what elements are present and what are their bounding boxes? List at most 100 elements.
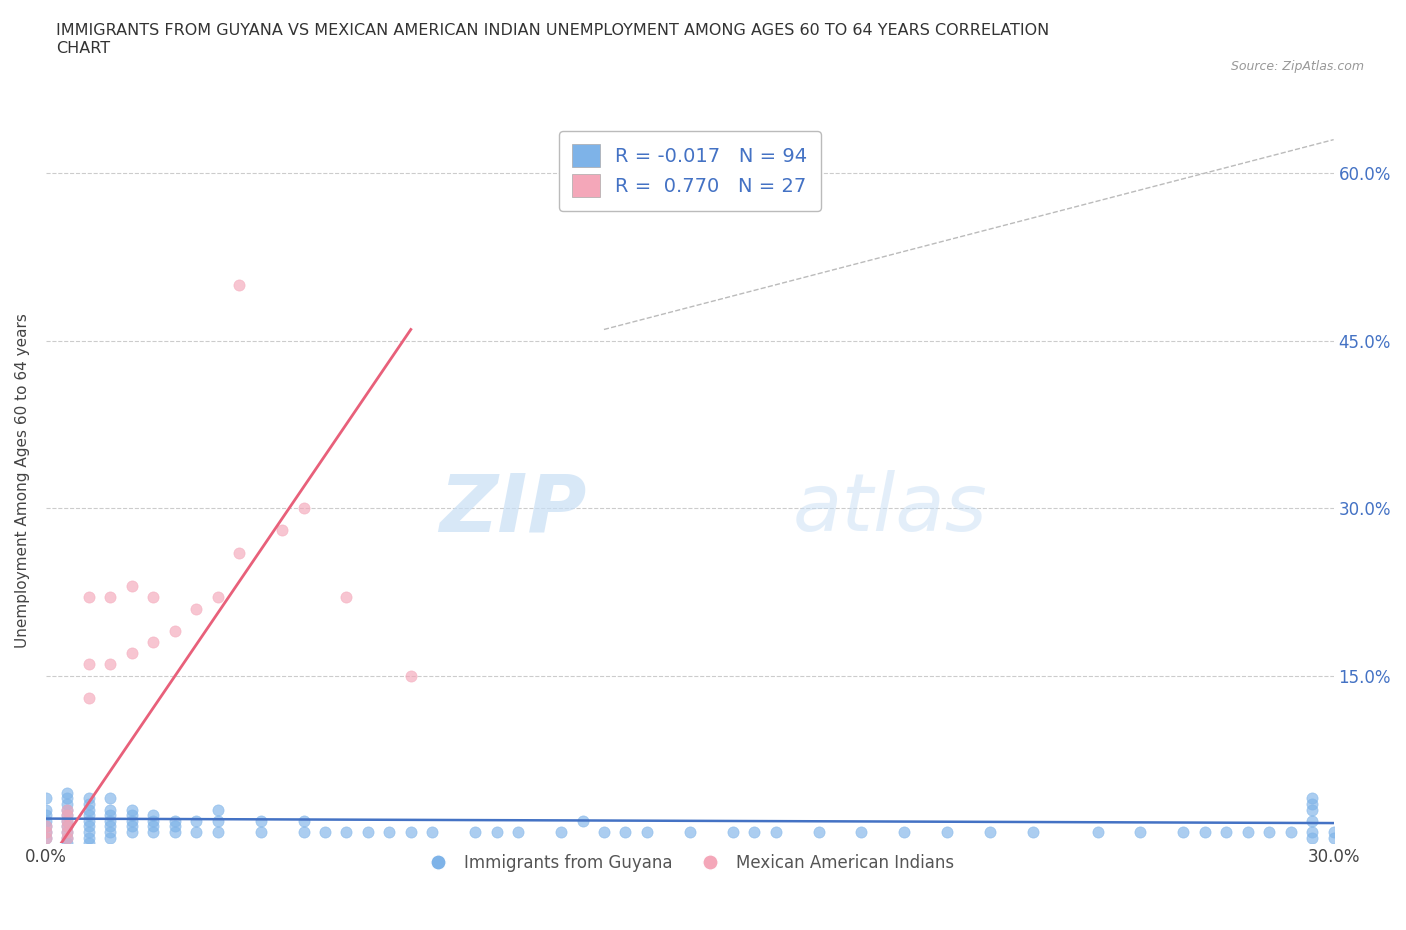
Point (1301, 797, 1323, 812)
Point (121, 578, 143, 593)
Point (851, 825, 873, 840)
Point (399, 669, 422, 684)
Point (56, 814, 79, 829)
Point (807, 825, 830, 840)
Point (98, 590, 121, 604)
Point (1194, 825, 1216, 840)
Point (571, 814, 593, 829)
Point (98, 830, 121, 845)
Point (163, 814, 186, 829)
Point (98, 658, 121, 672)
Point (508, 825, 530, 840)
Point (121, 803, 143, 817)
Point (56, 825, 79, 840)
Point (56, 825, 79, 840)
Point (56, 819, 79, 834)
Point (1301, 830, 1323, 845)
Point (121, 819, 143, 834)
Point (207, 825, 229, 840)
Point (292, 814, 315, 829)
Point (1173, 825, 1195, 840)
Text: atlas: atlas (793, 471, 987, 549)
Point (335, 590, 357, 604)
Point (56, 797, 79, 812)
Point (1258, 825, 1281, 840)
Point (121, 814, 143, 829)
Point (1215, 825, 1237, 840)
Point (35, 830, 58, 845)
Point (1022, 825, 1045, 840)
Point (35, 808, 58, 823)
Point (186, 814, 208, 829)
Point (77, 590, 100, 604)
Point (399, 825, 422, 840)
Legend: Immigrants from Guyana, Mexican American Indians: Immigrants from Guyana, Mexican American… (419, 847, 960, 879)
Point (936, 825, 959, 840)
Point (98, 819, 121, 834)
Point (77, 803, 100, 817)
Point (56, 836, 79, 851)
Point (292, 825, 315, 840)
Point (142, 634, 165, 649)
Point (35, 819, 58, 834)
Point (77, 791, 100, 806)
Point (207, 814, 229, 829)
Point (228, 277, 250, 292)
Point (56, 803, 79, 817)
Point (35, 825, 58, 840)
Point (77, 691, 100, 706)
Point (56, 803, 79, 817)
Point (420, 825, 443, 840)
Point (1129, 825, 1152, 840)
Point (207, 803, 229, 817)
Point (1301, 791, 1323, 806)
Point (98, 814, 121, 829)
Point (35, 791, 58, 806)
Point (1301, 814, 1323, 829)
Point (77, 825, 100, 840)
Point (228, 545, 250, 560)
Point (1323, 830, 1346, 845)
Point (1301, 825, 1323, 840)
Point (186, 601, 208, 616)
Point (77, 836, 100, 851)
Point (593, 825, 616, 840)
Point (98, 808, 121, 823)
Point (464, 825, 486, 840)
Point (56, 808, 79, 823)
Point (207, 590, 229, 604)
Point (742, 825, 765, 840)
Point (56, 791, 79, 806)
Point (35, 803, 58, 817)
Point (56, 808, 79, 823)
Point (56, 819, 79, 834)
Point (98, 825, 121, 840)
Point (142, 814, 165, 829)
Point (1323, 825, 1346, 840)
Point (142, 808, 165, 823)
Point (357, 825, 380, 840)
Point (35, 825, 58, 840)
Point (271, 523, 294, 538)
Point (121, 808, 143, 823)
Point (77, 658, 100, 672)
Point (121, 646, 143, 661)
Point (1301, 803, 1323, 817)
Point (163, 819, 186, 834)
Point (335, 825, 357, 840)
Point (163, 825, 186, 840)
Point (142, 590, 165, 604)
Point (1236, 825, 1258, 840)
Point (56, 786, 79, 801)
Point (979, 825, 1001, 840)
Text: IMMIGRANTS FROM GUYANA VS MEXICAN AMERICAN INDIAN UNEMPLOYMENT AMONG AGES 60 TO : IMMIGRANTS FROM GUYANA VS MEXICAN AMERIC… (56, 23, 1049, 56)
Point (249, 814, 271, 829)
Text: ZIP: ZIP (440, 471, 586, 549)
Point (77, 808, 100, 823)
Point (142, 825, 165, 840)
Point (679, 825, 702, 840)
Point (56, 830, 79, 845)
Point (614, 825, 637, 840)
Point (186, 825, 208, 840)
Point (314, 825, 336, 840)
